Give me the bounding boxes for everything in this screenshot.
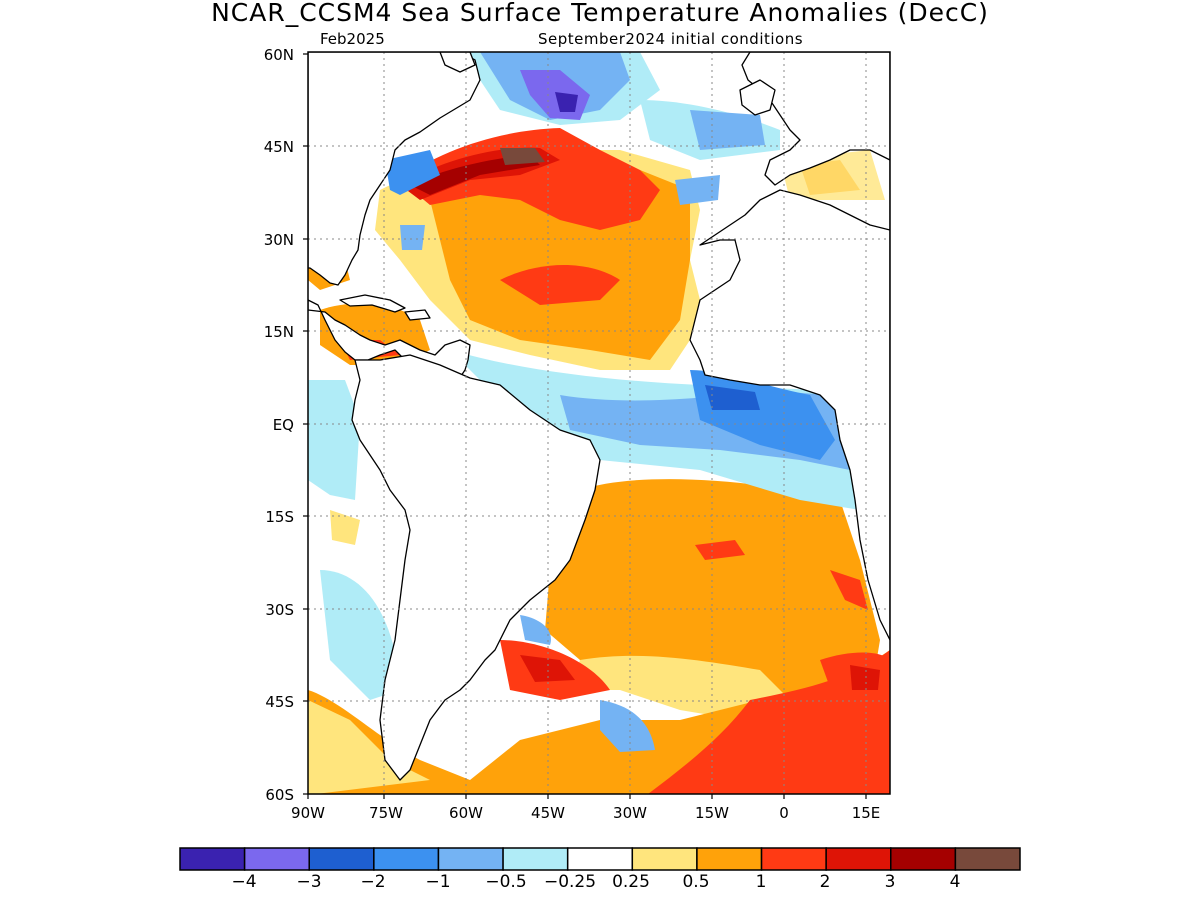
north-america: [308, 52, 481, 286]
anomaly-region: [545, 479, 880, 710]
colorbar-tick-label: −2: [360, 872, 386, 892]
lon-label: 15E: [851, 804, 881, 822]
uk-ireland: [739, 79, 776, 116]
anomaly-region: [500, 265, 620, 305]
hispaniola: [404, 309, 431, 321]
anomaly-region: [675, 175, 720, 205]
anomaly-region: [400, 225, 425, 250]
colorbar-swatch: [243, 847, 310, 871]
initial-conditions-label: September2024 initial conditions: [538, 30, 804, 48]
map-title: NCAR_CCSM4 Sea Surface Temperature Anoma…: [211, 0, 989, 27]
colorbar-swatch: [825, 847, 892, 871]
anomaly-region: [410, 155, 540, 195]
colorbar-swatch: [631, 847, 698, 871]
colorbar-tick-label: 2: [819, 872, 831, 892]
lat-label: EQ: [272, 416, 294, 434]
lon-label: 90W: [291, 804, 325, 822]
colorbar-swatch: [502, 847, 569, 871]
colorbar-swatch: [890, 847, 957, 871]
anomaly-region: [695, 540, 745, 560]
lon-label: 45W: [531, 804, 565, 822]
colorbar-tick-label: 1: [755, 872, 767, 892]
colorbar-swatch: [373, 847, 440, 871]
colorbar-tick-label: 0.5: [682, 872, 710, 892]
colorbar-swatch: [696, 847, 763, 871]
anomaly-region: [690, 110, 765, 150]
lat-label: 60S: [265, 786, 294, 804]
lat-label: 30S: [265, 601, 294, 619]
cuba: [339, 294, 406, 313]
land: [308, 52, 890, 781]
lat-label: 15S: [265, 508, 294, 526]
africa: [689, 52, 890, 641]
lat-label: 45S: [265, 693, 294, 711]
lat-label: 30N: [263, 231, 294, 249]
anomaly-region: [705, 385, 760, 410]
graticule: [308, 52, 890, 794]
anomaly-region: [320, 570, 400, 700]
colorbar-tick-label: 0.25: [612, 872, 650, 892]
colorbar-tick-label: 3: [884, 872, 896, 892]
greenland-fragment: [439, 52, 476, 73]
anomaly-region: [830, 570, 868, 610]
anomaly-region: [570, 655, 790, 720]
lon-label: 75W: [369, 804, 403, 822]
anomaly-region: [385, 150, 440, 195]
anomaly-region: [330, 510, 360, 545]
map-frame: [307, 51, 891, 795]
lon-label: 30W: [613, 804, 647, 822]
anomaly-region: [555, 92, 578, 112]
colorbar-tick-label: −3: [296, 872, 322, 892]
forecast-month-label: Feb2025: [320, 30, 385, 48]
lon-label: 0: [779, 804, 789, 822]
anomaly-region: [400, 128, 660, 230]
lat-label: 45N: [263, 138, 294, 156]
colorbar-swatch: [760, 847, 827, 871]
colorbar-swatch: [954, 847, 1021, 871]
colorbar-tick-label: −4: [231, 872, 257, 892]
colorbar-tick-label: 4: [949, 872, 961, 892]
anomaly-region: [520, 615, 551, 645]
colorbar-tick-label: −1: [425, 872, 451, 892]
lat-label: 60N: [263, 46, 294, 64]
colorbar-swatch: [437, 847, 504, 871]
colorbar: [179, 847, 1021, 871]
anomaly-region: [520, 655, 575, 682]
anomaly-region: [500, 148, 545, 165]
lat-label: 15N: [263, 323, 294, 341]
south-america: [351, 354, 601, 781]
colorbar-tick-label: −0.25: [543, 872, 597, 892]
anomaly-region: [308, 380, 360, 500]
anomaly-region: [850, 665, 880, 690]
anomaly-region: [600, 700, 655, 752]
axis-ticks: [303, 53, 867, 799]
colorbar-tick-label: −0.5: [485, 872, 527, 892]
colorbar-swatch: [308, 847, 375, 871]
lon-label: 15W: [695, 804, 729, 822]
colorbar-swatch: [566, 847, 634, 871]
colorbar-swatch: [179, 847, 246, 871]
lon-label: 60W: [449, 804, 483, 822]
